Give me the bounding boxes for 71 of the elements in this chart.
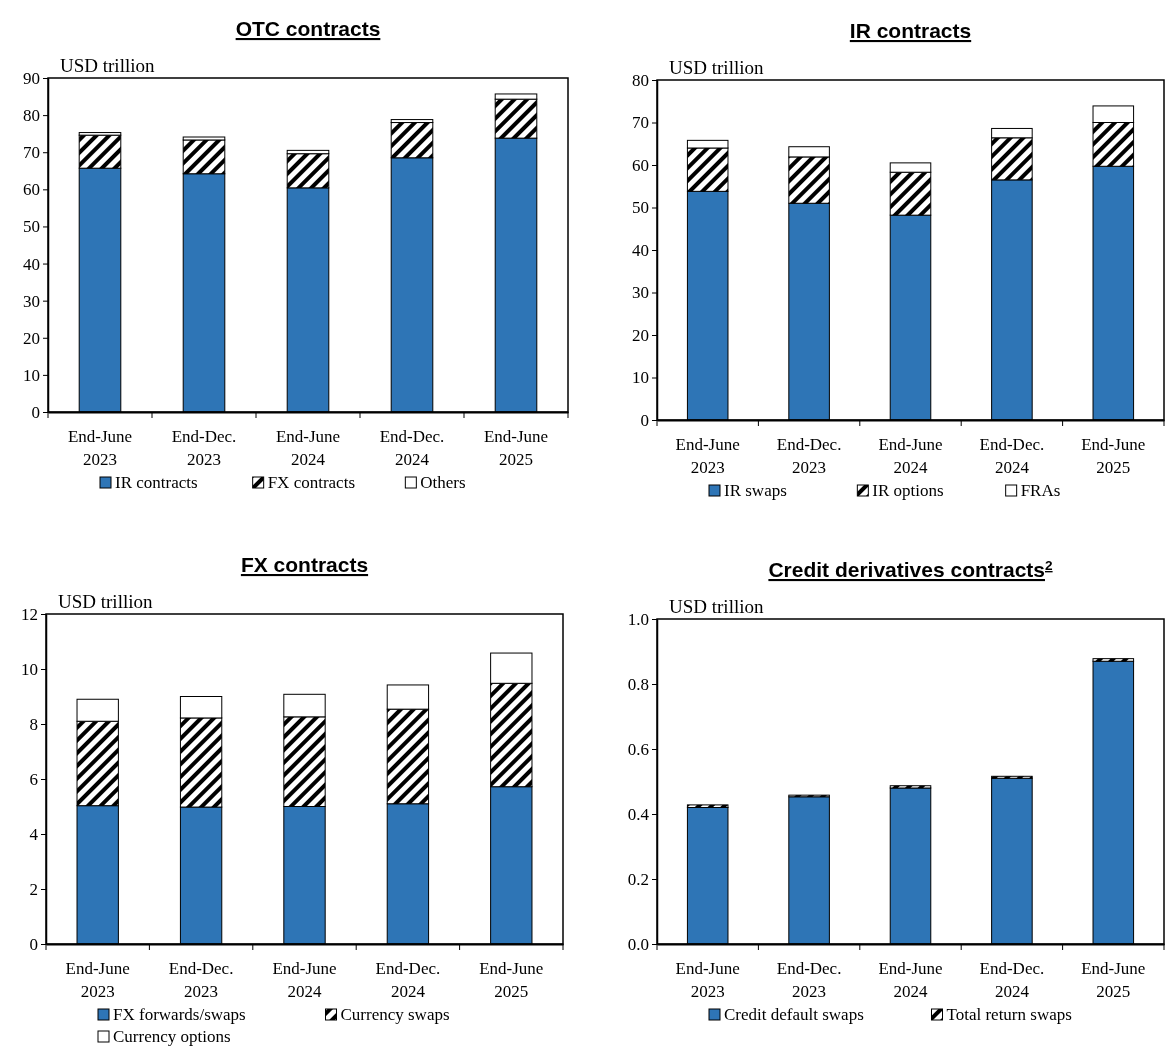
y-tick-label: 30 — [23, 291, 40, 311]
x-tick-label: End-Dec. 2024 — [375, 959, 441, 1001]
x-tick-label: End-June 2024 — [275, 427, 341, 469]
y-tick-label: 0 — [31, 402, 40, 422]
y-tick-label: 60 — [632, 155, 649, 175]
x-tick-label: End-June 2024 — [878, 959, 943, 1001]
legend-label: IR options — [872, 481, 944, 500]
y-axis-title: USD trillion — [669, 57, 764, 78]
y-tick-label: 0.2 — [627, 869, 649, 889]
x-tick-label: End-June 2025 — [1081, 959, 1146, 1001]
y-tick-label: 40 — [632, 240, 649, 260]
x-tick-label: End-June 2023 — [67, 427, 133, 469]
y-tick-label: 20 — [23, 328, 40, 348]
x-tick-label: End-Dec. 2023 — [776, 435, 842, 477]
chart-title: IR contracts — [849, 19, 972, 42]
y-tick-label: 70 — [23, 143, 40, 163]
y-tick-label: 70 — [632, 113, 649, 133]
y-tick-label: 8 — [29, 714, 38, 734]
x-tick-label: End-June 2025 — [483, 427, 549, 469]
y-tick-label: 50 — [23, 217, 40, 237]
y-tick-label: 0.6 — [627, 739, 649, 759]
y-tick-label: 0 — [640, 410, 649, 430]
legend-label: FX contracts — [267, 473, 356, 492]
y-tick-label: 2 — [29, 879, 38, 899]
y-tick-label: 1.0 — [627, 609, 649, 629]
y-tick-label: 10 — [21, 659, 38, 679]
y-axis-title: USD trillion — [58, 591, 153, 612]
y-tick-label: 20 — [632, 325, 649, 345]
x-tick-label: End-June 2024 — [272, 959, 337, 1001]
y-tick-label: 80 — [23, 106, 40, 126]
y-tick-label: 40 — [23, 254, 40, 274]
legend-label: Others — [420, 473, 466, 492]
legend-label: IR contracts — [115, 473, 198, 492]
y-tick-label: 30 — [632, 283, 649, 303]
chart-title: FX contracts — [240, 553, 369, 576]
y-tick-label: 0.8 — [627, 674, 649, 694]
y-tick-label: 80 — [632, 70, 649, 90]
y-tick-label: 50 — [632, 198, 649, 218]
y-tick-label: 0.4 — [627, 804, 650, 824]
y-axis-title: USD trillion — [60, 55, 155, 76]
y-tick-label: 0.0 — [627, 934, 649, 954]
y-tick-label: 90 — [23, 68, 40, 88]
legend-label: IR swaps — [724, 481, 787, 500]
x-tick-label: End-Dec. 2023 — [171, 427, 237, 469]
x-tick-label: End-June 2023 — [65, 959, 130, 1001]
y-tick-label: 6 — [29, 769, 38, 789]
x-tick-label: End-Dec. 2024 — [979, 435, 1045, 477]
chart-title: OTC contracts — [235, 17, 381, 40]
y-tick-label: 4 — [29, 824, 39, 844]
y-tick-label: 10 — [632, 368, 649, 388]
x-tick-label: End-Dec. 2023 — [776, 959, 842, 1001]
y-axis-title: USD trillion — [669, 596, 764, 617]
x-tick-label: End-June 2025 — [479, 959, 544, 1001]
x-tick-label: End-June 2023 — [675, 435, 740, 477]
legend-label: FX forwards/swaps — [113, 1005, 246, 1024]
legend-label: Currency options — [113, 1027, 231, 1046]
chart-title: Credit derivatives contracts$^{2}$ — [768, 557, 1054, 581]
legend-label: Total return swaps — [946, 1005, 1072, 1024]
y-tick-label: 60 — [23, 180, 40, 200]
legend-label: FRAs — [1020, 481, 1061, 500]
x-tick-label: End-Dec. 2024 — [379, 427, 445, 469]
x-tick-label: End-June 2023 — [675, 959, 740, 1001]
y-tick-label: 10 — [23, 365, 40, 385]
y-tick-label: 12 — [21, 604, 38, 624]
legend-label: Credit default swaps — [724, 1005, 864, 1024]
x-tick-label: End-Dec. 2023 — [168, 959, 234, 1001]
y-tick-label: 0 — [29, 934, 38, 954]
x-tick-label: End-June 2024 — [878, 435, 943, 477]
x-tick-label: End-Dec. 2024 — [979, 959, 1045, 1001]
x-tick-label: End-June 2025 — [1081, 435, 1146, 477]
legend-label: Currency swaps — [340, 1005, 450, 1024]
